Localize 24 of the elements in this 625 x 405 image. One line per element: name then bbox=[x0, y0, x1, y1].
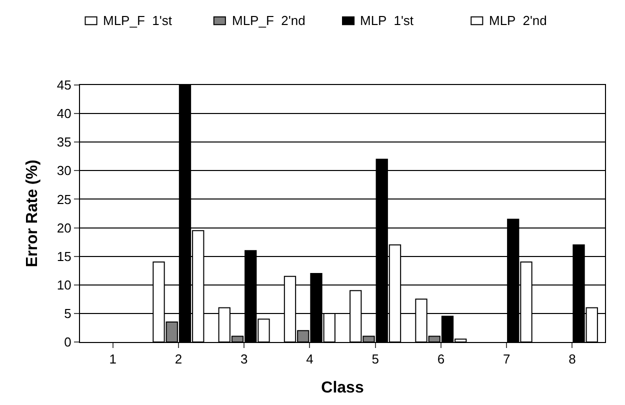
x-axis-title: Class bbox=[321, 379, 364, 396]
y-tick-label: 40 bbox=[56, 106, 72, 122]
legend-label: MLP_F 2'nd bbox=[232, 13, 306, 28]
legend-label: MLP 1'st bbox=[360, 13, 414, 28]
legend-label: MLP_F 1'st bbox=[103, 13, 172, 28]
y-tick-label: 15 bbox=[56, 248, 72, 264]
legend-label: MLP 2'nd bbox=[489, 13, 547, 28]
y-tick-label: 25 bbox=[56, 192, 72, 207]
x-tick-label: 5 bbox=[372, 352, 379, 367]
y-tick-label: 5 bbox=[64, 306, 72, 321]
x-tick-label: 3 bbox=[240, 352, 248, 367]
x-tick-label: 7 bbox=[502, 352, 510, 367]
y-tick-label: 45 bbox=[56, 78, 72, 93]
y-tick-label: 10 bbox=[56, 277, 72, 292]
x-tick-label: 6 bbox=[437, 352, 445, 367]
x-tick-label: 1 bbox=[109, 352, 116, 367]
y-tick-label: 0 bbox=[64, 334, 72, 350]
x-tick-label: 4 bbox=[306, 352, 314, 367]
y-tick-label: 20 bbox=[56, 220, 72, 236]
y-tick-label: 30 bbox=[56, 163, 72, 178]
x-tick-label: 2 bbox=[174, 352, 182, 367]
x-tick-label: 8 bbox=[568, 352, 576, 367]
y-axis-title: Error Rate (%) bbox=[24, 160, 41, 268]
y-tick-label: 35 bbox=[56, 134, 72, 150]
